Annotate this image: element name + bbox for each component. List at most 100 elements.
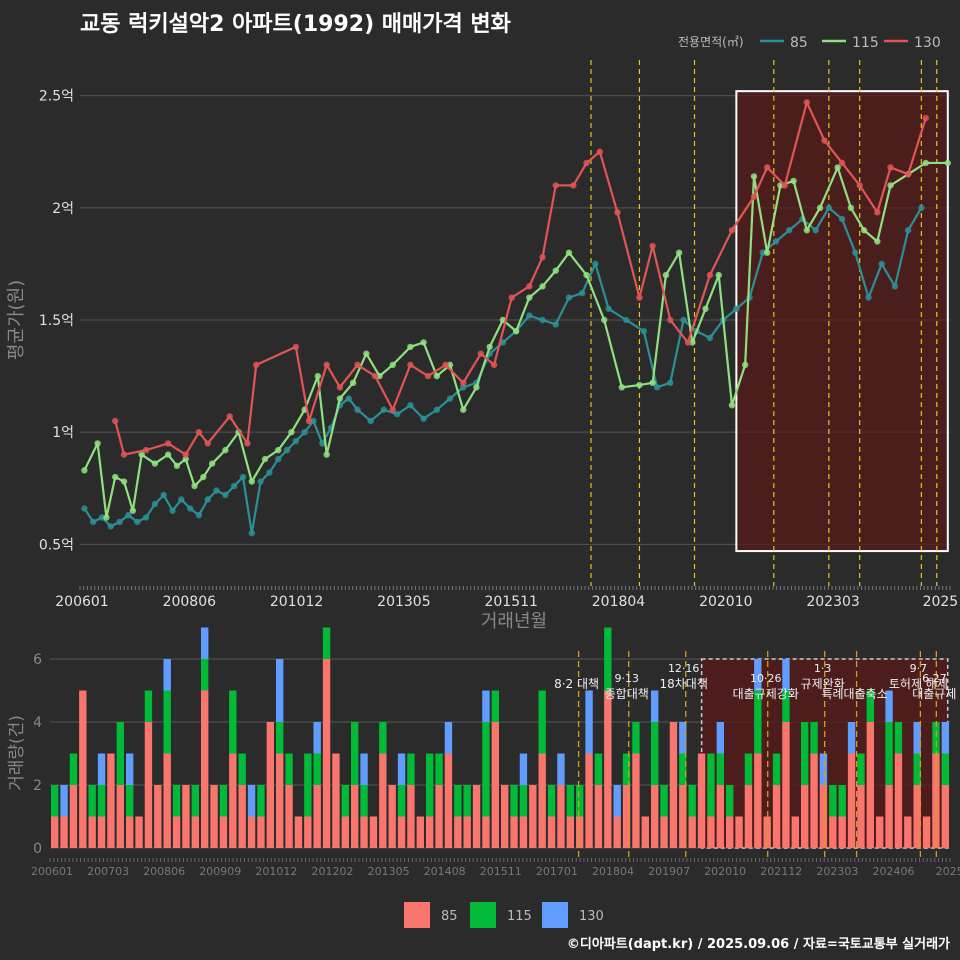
data-point-85 <box>380 406 388 413</box>
data-point-115 <box>200 473 207 481</box>
volume-bar-115 <box>510 785 518 817</box>
volume-x-tick-label: 200703 <box>87 865 129 878</box>
data-point-115 <box>649 379 656 387</box>
volume-bar-115 <box>454 785 462 817</box>
volume-bar-85 <box>510 816 518 848</box>
volume-legend-swatch-85 <box>404 902 430 928</box>
data-point-85 <box>107 523 115 530</box>
data-point-85 <box>125 511 132 519</box>
volume-bar-115 <box>810 722 818 754</box>
data-point-130 <box>442 361 449 369</box>
volume-bar-115 <box>116 722 124 785</box>
data-point-85 <box>301 428 308 436</box>
volume-bar-85 <box>360 816 368 848</box>
volume-x-tick-label: 201202 <box>312 865 354 878</box>
data-point-85 <box>878 260 885 268</box>
volume-bar-115 <box>322 627 331 659</box>
volume-bar-85 <box>876 816 884 848</box>
data-point-85 <box>248 529 255 537</box>
data-point-115 <box>512 328 520 335</box>
price-y-axis-label: 평균가(원) <box>6 280 27 360</box>
data-point-115 <box>261 455 269 463</box>
data-point-85 <box>838 215 846 223</box>
data-point-115 <box>151 460 159 467</box>
volume-bar-115 <box>932 722 940 754</box>
price-y-tick-label: 2.5억 <box>39 89 74 105</box>
price-grid: 0.5억 1억 1.5억 2억 2.5억 <box>39 89 950 553</box>
volume-bar-85 <box>285 785 293 848</box>
data-point-115 <box>741 361 749 369</box>
volume-bar-115 <box>126 785 134 817</box>
volume-bar-130 <box>247 785 256 817</box>
data-point-130 <box>728 227 736 234</box>
volume-bar-115 <box>341 785 349 817</box>
volume-bar-85 <box>941 785 949 848</box>
data-point-115 <box>750 173 758 180</box>
data-point-130 <box>490 361 498 369</box>
volume-bar-85 <box>313 785 321 848</box>
data-point-115 <box>473 384 480 391</box>
event-label-name: 대출규제 <box>912 687 956 701</box>
volume-bar-130 <box>679 722 687 754</box>
data-point-85 <box>891 283 899 290</box>
volume-x-tick-label: 202010 <box>704 865 746 878</box>
data-point-85 <box>825 204 833 212</box>
price-legend: 전용면적(㎡) 85 115 130 <box>678 35 941 51</box>
data-point-130 <box>706 271 714 279</box>
data-point-115 <box>182 455 189 463</box>
price-x-tick-label: 201305 <box>377 594 430 610</box>
volume-bar-130 <box>444 722 453 754</box>
event-label-date: 1·3 <box>814 662 832 675</box>
price-chart: 0.5억 1억 1.5억 2억 2.5억 200601 200806 201012 20130… <box>6 35 958 632</box>
data-point-85 <box>266 469 273 476</box>
data-point-115 <box>539 283 546 290</box>
data-point-115 <box>138 451 145 458</box>
data-point-115 <box>601 316 608 324</box>
event-label-date: 10·26 <box>750 672 782 685</box>
volume-bar-85 <box>669 722 678 848</box>
volume-bar-85 <box>679 785 687 848</box>
volume-bar-115 <box>941 753 949 785</box>
volume-bar-115 <box>435 753 443 785</box>
data-point-115 <box>689 339 696 346</box>
volume-bar-130 <box>782 659 790 691</box>
volume-bar-130 <box>613 785 621 817</box>
volume-bar-85 <box>829 816 837 848</box>
data-point-115 <box>363 350 370 357</box>
volume-bar-85 <box>182 785 190 848</box>
data-point-85 <box>230 482 238 490</box>
data-point-130 <box>781 182 789 189</box>
data-point-85 <box>393 411 401 418</box>
data-point-130 <box>526 283 533 290</box>
volume-y-tick-label: 6 <box>33 652 42 668</box>
data-point-130 <box>750 193 758 200</box>
volume-bar-85 <box>79 690 87 848</box>
volume-bar-130 <box>201 627 209 659</box>
volume-bar-115 <box>894 722 903 754</box>
event-label-date: 12·16 <box>668 662 700 675</box>
volume-bar-115 <box>491 690 499 722</box>
volume-bar-85 <box>69 785 78 848</box>
volume-bar-85 <box>885 785 893 848</box>
data-point-85 <box>239 473 247 481</box>
volume-bar-115 <box>351 722 359 785</box>
volume-bar-115 <box>782 690 790 722</box>
data-point-85 <box>706 334 714 342</box>
data-point-130 <box>596 148 603 155</box>
volume-bar-85 <box>547 816 556 848</box>
footer-credit: ©디아파트(dapt.kr) / 2025.09.06 / 자료=국토교통부 실… <box>566 937 950 952</box>
volume-bar-85 <box>641 816 649 848</box>
volume-bar-85 <box>266 722 274 848</box>
data-point-115 <box>94 440 101 447</box>
volume-bar-85 <box>604 690 612 848</box>
data-point-115 <box>860 227 868 234</box>
data-point-85 <box>169 507 176 514</box>
volume-bar-130 <box>60 785 68 817</box>
data-point-85 <box>918 204 925 212</box>
data-point-115 <box>618 384 626 391</box>
data-point-85 <box>565 294 573 301</box>
volume-bar-85 <box>632 753 640 848</box>
data-point-115 <box>191 482 198 490</box>
data-point-85 <box>526 312 533 319</box>
volume-bar-115 <box>276 722 284 754</box>
